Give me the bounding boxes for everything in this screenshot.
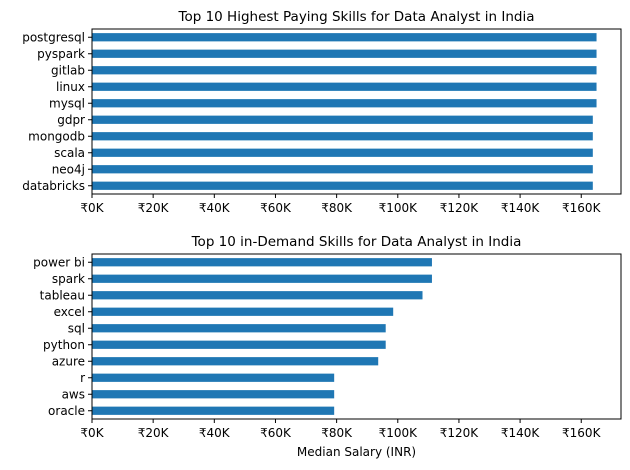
bar-power-bi [92,258,432,267]
category-label: postgresql [22,30,85,44]
category-label: mysql [49,96,85,110]
bar-sql [92,324,386,333]
x-tick-label: ₹0K [80,201,104,215]
bar-scala [92,148,593,157]
category-label: gitlab [51,63,85,77]
x-tick-label: ₹80K [321,426,353,440]
bar-spark [92,274,432,283]
chart-title: Top 10 in-Demand Skills for Data Analyst… [191,234,522,250]
x-tick-label: ₹20K [138,426,170,440]
bar-python [92,340,386,349]
bar-oracle [92,406,335,415]
bar-neo4j [92,165,593,174]
category-label: power bi [33,255,85,269]
category-label: azure [52,354,85,368]
bar-aws [92,390,335,399]
category-label: mongodb [28,129,85,143]
bar-excel [92,307,394,316]
category-label: databricks [22,179,85,193]
bar-gdpr [92,115,593,124]
bar-databricks [92,181,593,190]
x-tick-label: ₹60K [260,426,292,440]
category-label: gdpr [57,113,85,127]
x-tick-label: ₹20K [138,201,170,215]
category-label: sql [68,321,85,335]
bar-mongodb [92,132,593,141]
bar-linux [92,82,597,91]
bar-mysql [92,99,597,108]
chart-highest-paying: Top 10 Highest Paying Skills for Data An… [22,9,622,215]
x-tick-label: ₹100K [379,201,419,215]
category-label: pyspark [37,47,85,61]
category-label: aws [62,387,85,401]
x-tick-label: ₹140K [501,201,541,215]
bar-postgresql [92,33,597,42]
x-tick-label: ₹160K [562,201,602,215]
category-label: r [80,371,85,385]
bar-gitlab [92,66,597,75]
x-tick-label: ₹160K [562,426,602,440]
x-tick-label: ₹40K [199,426,231,440]
x-tick-label: ₹140K [501,426,541,440]
x-tick-label: ₹120K [440,426,480,440]
category-label: excel [54,305,85,319]
x-tick-label: ₹100K [379,426,419,440]
category-label: oracle [48,404,85,418]
category-label: python [43,338,85,352]
x-tick-label: ₹60K [260,201,292,215]
axes-frame [91,28,622,195]
x-tick-label: ₹120K [440,201,480,215]
axes-frame [91,253,622,420]
x-axis-label: Median Salary (INR) [297,445,416,459]
bar-azure [92,357,379,366]
category-label: spark [52,272,85,286]
category-label: tableau [40,288,85,302]
category-label: scala [54,146,85,160]
chart-in-demand: Top 10 in-Demand Skills for Data Analyst… [33,234,622,459]
bar-r [92,373,335,382]
x-tick-label: ₹80K [321,201,353,215]
x-tick-label: ₹40K [199,201,231,215]
category-label: neo4j [52,162,85,176]
category-label: linux [56,80,85,94]
bar-pyspark [92,49,597,58]
bar-tableau [92,291,423,300]
chart-title: Top 10 Highest Paying Skills for Data An… [178,9,535,25]
x-tick-label: ₹0K [80,426,104,440]
